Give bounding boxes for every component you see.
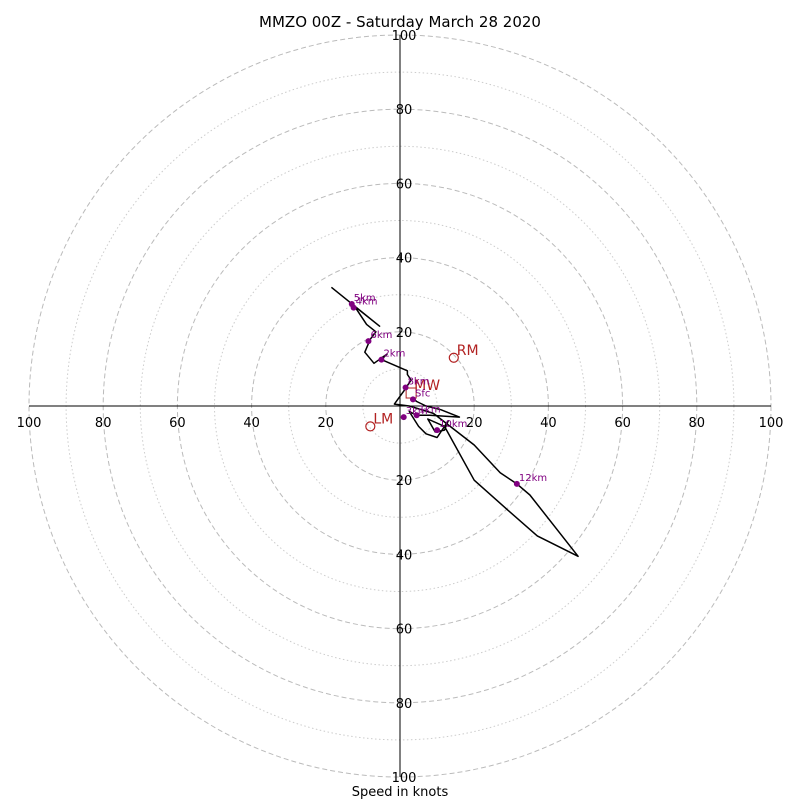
x-tick-label: 80 [95,416,112,431]
x-axis-label: Speed in knots [352,785,449,800]
height-marker-1km [413,412,420,419]
height-marker-3km [400,414,407,421]
x-tick-label: 60 [169,416,186,431]
height-label-1km: 1km [419,404,441,415]
x-tick-label: 20 [466,416,483,431]
height-label-10km: 10km [439,419,467,430]
storm-motion-lm-label: LM [373,411,393,427]
x-tick-label: 100 [759,416,784,431]
height-label-Sfc: Sfc [415,388,430,399]
storm-motion-mw-label: MW [414,378,440,394]
x-tick-label: 60 [614,416,631,431]
y-tick-labels: 100 80 60 40 20 20 40 60 80 100 [392,29,417,786]
y-tick-label: 100 [392,771,417,786]
height-marker-12km [513,480,520,487]
wind-trace-layer [330,286,579,558]
y-tick-label: 80 [396,697,413,712]
height-label-12km: 12km [519,473,547,484]
height-label-3km: 3km [406,406,428,417]
storm-motion-rm-label: RM [457,343,479,359]
height-marker-8km [402,384,409,391]
y-tick-label: 60 [396,177,413,192]
height-marker-Sfc [409,396,416,403]
y-tick-label: 20 [396,326,413,341]
x-tick-label: 40 [540,416,557,431]
x-tick-label: 40 [243,416,260,431]
height-label-8km: 8km [408,376,430,387]
y-tick-label: 40 [396,252,413,267]
y-tick-label: 60 [396,623,413,638]
y-tick-label: 20 [396,474,413,489]
height-marker-2km [378,356,385,363]
storm-motion-lm-marker [365,421,376,432]
x-tick-labels: 100 80 60 40 20 20 40 60 80 100 [17,416,784,431]
height-marker-5km [348,300,355,307]
hodograph-axes [29,35,771,777]
y-tick-label: 40 [396,548,413,563]
y-tick-label: 80 [396,103,413,118]
x-tick-label: 80 [689,416,706,431]
height-label-2km: 2km [383,349,405,360]
chart-title: MMZO 00Z - Saturday March 28 2020 [259,13,541,31]
x-tick-label: 100 [17,416,42,431]
height-label-4km: 4km [356,297,378,308]
y-tick-label: 100 [392,29,417,44]
height-label-6km: 6km [370,330,392,341]
height-label-5km: 5km [354,293,376,304]
x-tick-label: 20 [318,416,335,431]
wind-trace-line [330,286,579,558]
height-marker-10km [434,427,441,434]
height-marker-6km [365,338,372,345]
storm-motion-layer: RM MW LM [365,343,479,432]
storm-motion-rm-marker [448,352,459,363]
